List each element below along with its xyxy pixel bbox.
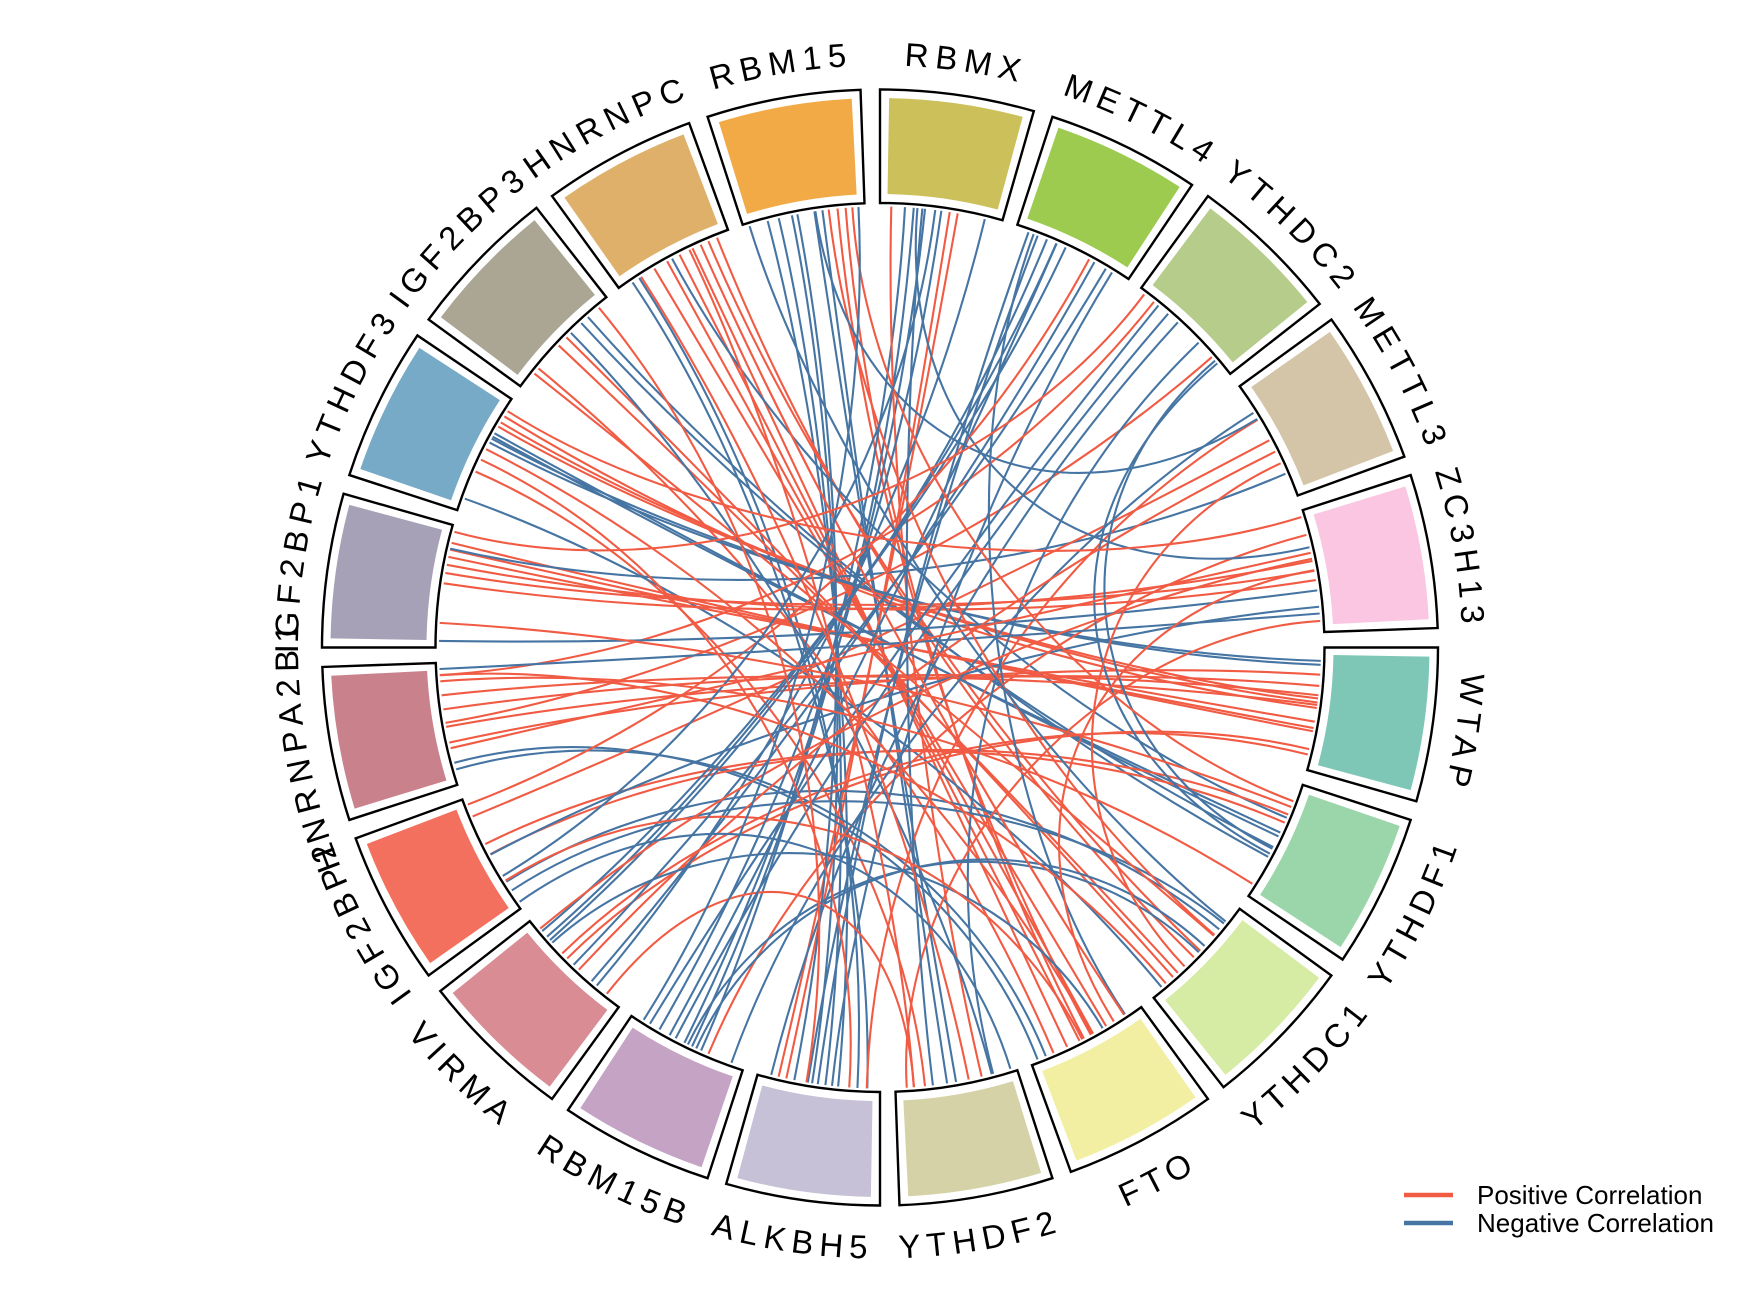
svg-text:Positive Correlation: Positive Correlation xyxy=(1477,1180,1702,1210)
svg-text:Negative Correlation: Negative Correlation xyxy=(1477,1208,1714,1238)
